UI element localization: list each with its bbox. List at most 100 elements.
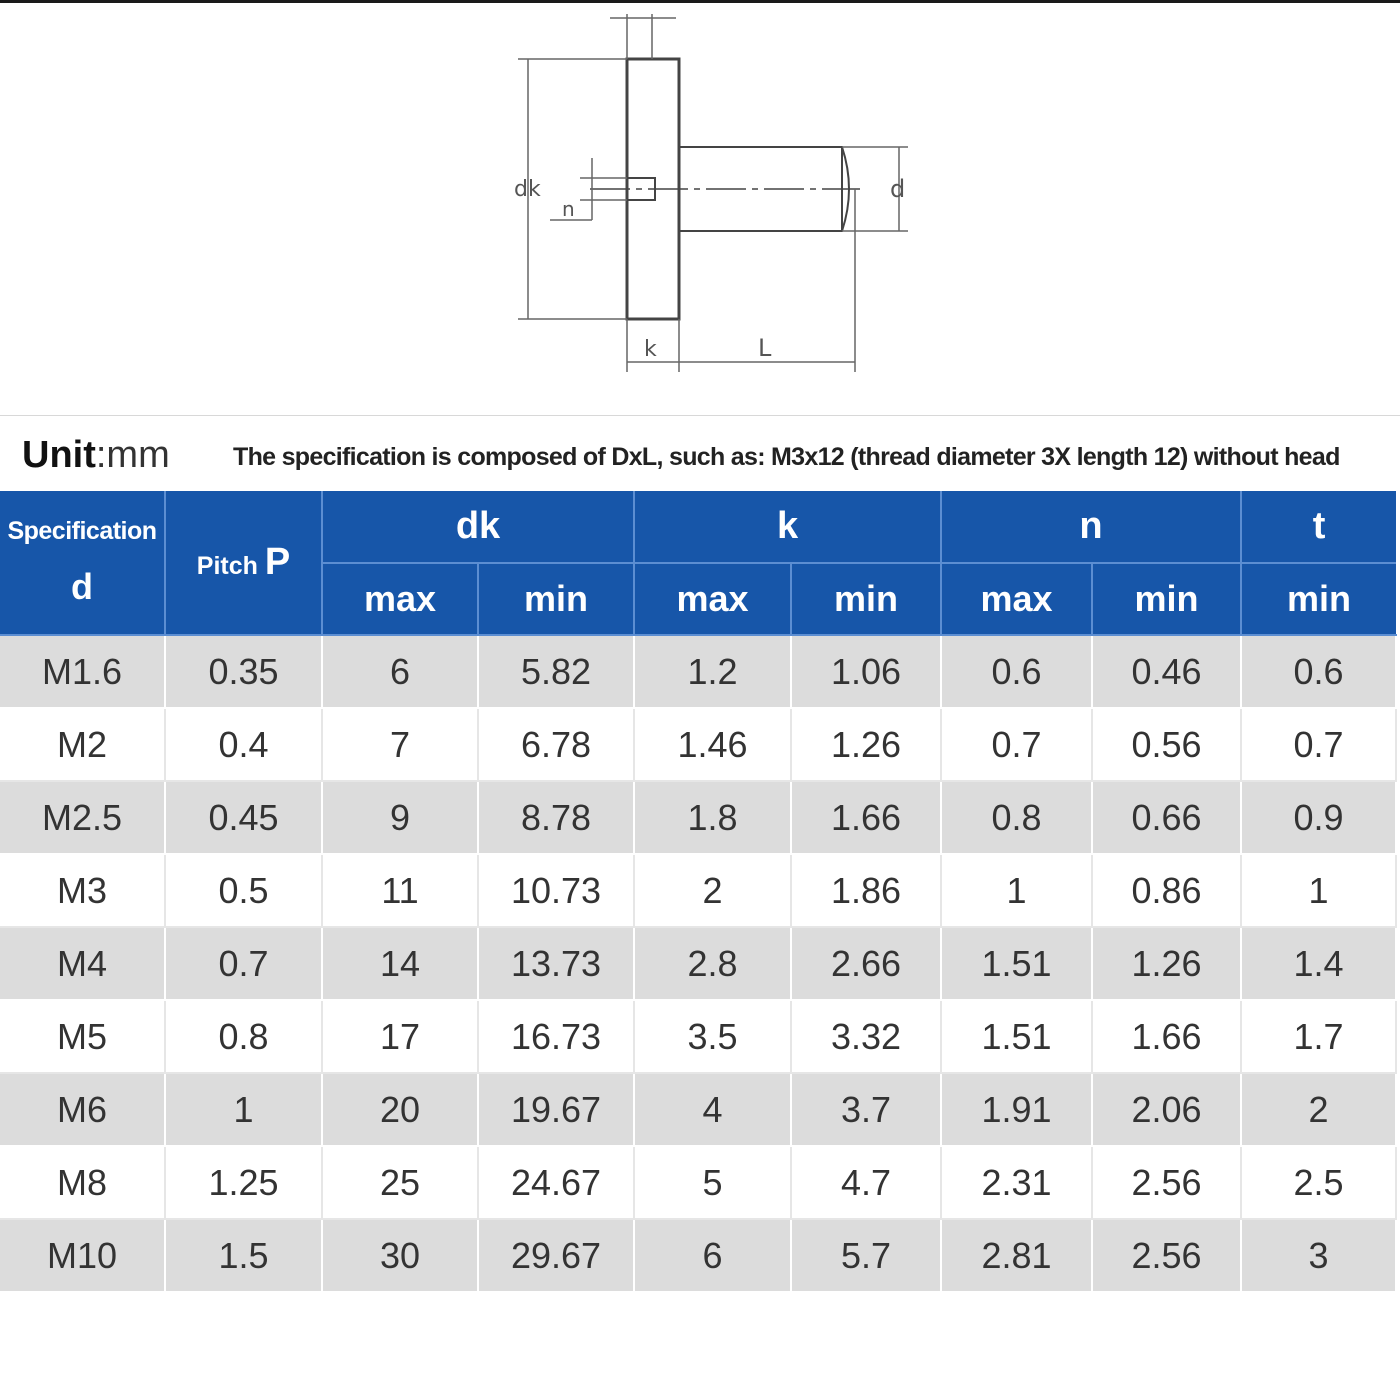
header-row-1: Specification d Pitch P dk k n t	[0, 491, 1397, 636]
table-row: M5 0.8 17 16.73 3.5 3.32 1.51 1.66 1.7	[0, 1000, 1398, 1074]
dk-label: dk	[514, 177, 541, 202]
cell-k-min: 3.32	[791, 1000, 943, 1074]
cell-n-max: 1.51	[941, 927, 1094, 1001]
cell-dk-min: 24.67	[478, 1146, 636, 1220]
header-group-k: k	[634, 491, 943, 564]
table-row: M2 0.4 7 6.78 1.46 1.26 0.7 0.56 0.7	[0, 708, 1398, 782]
screw-technical-drawing: dk n d k L	[0, 0, 1400, 400]
cell-dk-min: 8.78	[478, 781, 636, 855]
table-row: M4 0.7 14 13.73 2.8 2.66 1.51 1.26 1.4	[0, 927, 1398, 1001]
cell-n-max: 0.8	[941, 781, 1094, 855]
cell-dk-min: 19.67	[478, 1073, 636, 1147]
cell-dk-max: 25	[322, 1146, 479, 1220]
cell-spec-d: M4	[0, 927, 166, 1001]
header-k-min: min	[791, 563, 943, 636]
header-n-max: max	[941, 563, 1094, 636]
table-row: M3 0.5 11 10.73 2 1.86 1 0.86 1	[0, 854, 1398, 928]
cell-spec-d: M5	[0, 1000, 166, 1074]
cell-dk-max: 17	[322, 1000, 479, 1074]
cell-spec-d: M8	[0, 1146, 166, 1220]
cell-n-min: 1.66	[1092, 1000, 1243, 1074]
cell-spec-d: M10	[0, 1219, 166, 1293]
header-k-max: max	[634, 563, 793, 636]
cell-k-min: 1.66	[791, 781, 943, 855]
table-row: M10 1.5 30 29.67 6 5.7 2.81 2.56 3	[0, 1219, 1398, 1293]
cell-dk-max: 14	[322, 927, 479, 1001]
specification-note: The specification is composed of DxL, su…	[233, 443, 1340, 471]
cell-dk-max: 30	[322, 1219, 479, 1293]
cell-dk-min: 16.73	[478, 1000, 636, 1074]
cell-k-min: 3.7	[791, 1073, 943, 1147]
cell-t-min: 2.5	[1241, 1146, 1398, 1220]
cell-k-max: 5	[634, 1146, 793, 1220]
cell-pitch-p: 0.7	[165, 927, 323, 1001]
spec-table: Specification d Pitch P dk k n t max min…	[0, 491, 1398, 1293]
cell-n-max: 2.31	[941, 1146, 1094, 1220]
table-row: M1.6 0.35 6 5.82 1.2 1.06 0.6 0.46 0.6	[0, 635, 1398, 709]
d-label: d	[890, 175, 905, 203]
cell-t-min: 1.7	[1241, 1000, 1398, 1074]
cell-n-max: 2.81	[941, 1219, 1094, 1293]
unit-label: Unit	[22, 434, 96, 476]
cell-pitch-p: 1.25	[165, 1146, 323, 1220]
cell-pitch-p: 1	[165, 1073, 323, 1147]
cell-k-max: 1.2	[634, 635, 793, 709]
cell-n-max: 0.6	[941, 635, 1094, 709]
cell-pitch-p: 0.5	[165, 854, 323, 928]
cell-k-max: 1.8	[634, 781, 793, 855]
cell-spec-d: M2.5	[0, 781, 166, 855]
cell-t-min: 0.9	[1241, 781, 1398, 855]
cell-pitch-p: 0.4	[165, 708, 323, 782]
header-row-2: max min max min max min min	[0, 563, 1397, 636]
table-row: M6 1 20 19.67 4 3.7 1.91 2.06 2	[0, 1073, 1398, 1147]
cell-k-min: 1.06	[791, 635, 943, 709]
cell-dk-min: 29.67	[478, 1219, 636, 1293]
cell-t-min: 1	[1241, 854, 1398, 928]
cell-dk-max: 11	[322, 854, 479, 928]
header-spec-line1: Specification	[7, 517, 157, 545]
cell-k-min: 4.7	[791, 1146, 943, 1220]
cell-n-min: 1.26	[1092, 927, 1243, 1001]
cell-spec-d: M2	[0, 708, 166, 782]
cell-n-max: 0.7	[941, 708, 1094, 782]
cell-pitch-p: 0.35	[165, 635, 323, 709]
cell-spec-d: M1.6	[0, 635, 166, 709]
info-bar: Unit:mm The specification is composed of…	[0, 415, 1400, 491]
header-dk-max: max	[322, 563, 479, 636]
cell-dk-max: 9	[322, 781, 479, 855]
cell-n-max: 1.51	[941, 1000, 1094, 1074]
cell-n-min: 2.56	[1092, 1146, 1243, 1220]
cell-t-min: 1.4	[1241, 927, 1398, 1001]
header-specification: Specification d	[0, 491, 166, 636]
cell-k-max: 1.46	[634, 708, 793, 782]
screw-drawing-svg: dk n d k L	[514, 14, 908, 372]
cell-n-min: 0.86	[1092, 854, 1243, 928]
n-label: n	[562, 197, 575, 221]
cell-dk-max: 7	[322, 708, 479, 782]
top-rule	[0, 0, 1400, 3]
cell-k-max: 3.5	[634, 1000, 793, 1074]
header-t-min: min	[1241, 563, 1397, 636]
cell-n-min: 2.06	[1092, 1073, 1243, 1147]
cell-dk-max: 20	[322, 1073, 479, 1147]
cell-k-min: 2.66	[791, 927, 943, 1001]
cell-dk-min: 6.78	[478, 708, 636, 782]
cell-k-max: 2	[634, 854, 793, 928]
cell-dk-min: 13.73	[478, 927, 636, 1001]
header-pitch-symbol: P	[264, 541, 291, 583]
cell-n-min: 0.46	[1092, 635, 1243, 709]
table-row: M8 1.25 25 24.67 5 4.7 2.31 2.56 2.5	[0, 1146, 1398, 1220]
cell-pitch-p: 0.8	[165, 1000, 323, 1074]
cell-t-min: 2	[1241, 1073, 1398, 1147]
cell-n-max: 1	[941, 854, 1094, 928]
cell-t-min: 0.6	[1241, 635, 1398, 709]
header-spec-line2: d	[71, 566, 93, 607]
header-group-n: n	[941, 491, 1243, 564]
cell-n-min: 0.56	[1092, 708, 1243, 782]
cell-n-min: 0.66	[1092, 781, 1243, 855]
cell-k-max: 6	[634, 1219, 793, 1293]
cell-dk-min: 10.73	[478, 854, 636, 928]
cell-pitch-p: 1.5	[165, 1219, 323, 1293]
cell-spec-d: M6	[0, 1073, 166, 1147]
cell-k-max: 4	[634, 1073, 793, 1147]
